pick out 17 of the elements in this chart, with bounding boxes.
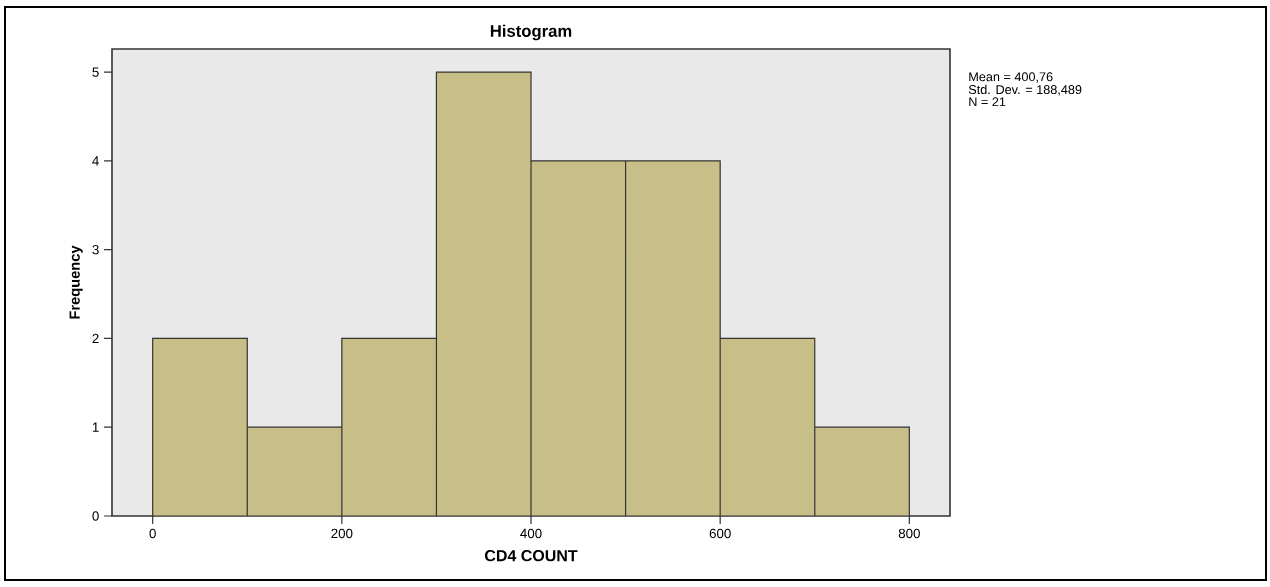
- y-tick-label: 4: [92, 156, 99, 166]
- x-tick-label: 400: [520, 528, 542, 539]
- x-tick-label: 200: [331, 528, 353, 539]
- y-tick-label: 5: [92, 67, 99, 77]
- y-axis-title: Frequency: [69, 245, 83, 319]
- y-tick-label: 2: [92, 333, 99, 344]
- x-tick-label: 0: [149, 528, 156, 539]
- y-tick-label: 0: [92, 511, 99, 521]
- y-tick-label: 1: [92, 422, 99, 432]
- y-tick-label: 3: [92, 244, 99, 255]
- x-tick-label: 600: [709, 528, 731, 539]
- x-tick-label: 800: [898, 528, 920, 539]
- text: Mean = 400,76: [969, 72, 1053, 83]
- x-axis-title: CD4 COUNT: [484, 549, 578, 562]
- chart-title: Histogram: [490, 24, 572, 41]
- text: Std. Dev. = 188,489: [968, 84, 1082, 96]
- text: N = 21: [969, 97, 1006, 107]
